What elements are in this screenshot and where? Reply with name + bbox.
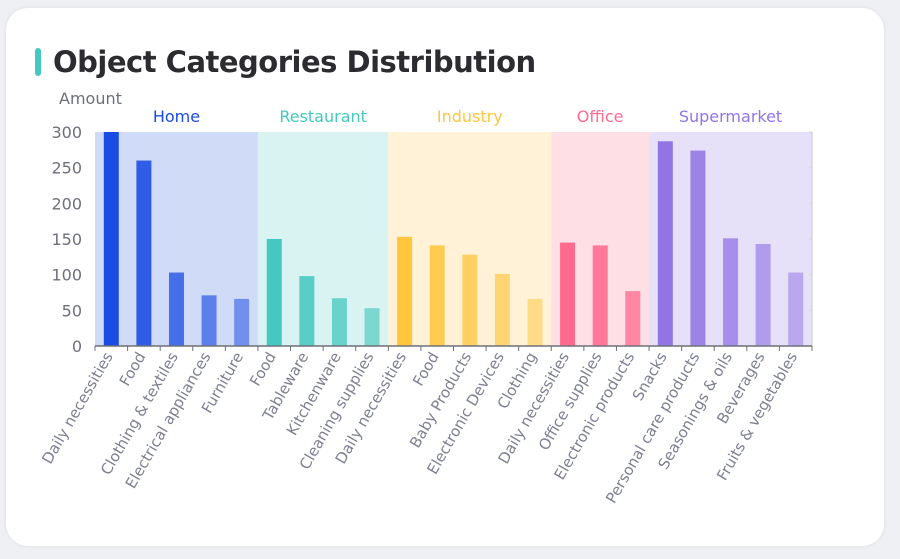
bar[interactable]: [103, 132, 119, 346]
bar[interactable]: [331, 298, 347, 346]
x-tick-label: Daily necessities: [38, 349, 117, 467]
bar[interactable]: [657, 141, 673, 346]
chart-title: Object Categories Distribution: [53, 45, 536, 79]
bar[interactable]: [723, 238, 739, 346]
bar[interactable]: [462, 254, 478, 346]
bar[interactable]: [266, 239, 282, 346]
group-label: Home: [153, 107, 200, 126]
bar[interactable]: [788, 272, 804, 346]
bar[interactable]: [690, 150, 706, 346]
title-accent-bar: [35, 48, 41, 76]
bar[interactable]: [494, 273, 510, 346]
bar[interactable]: [625, 291, 641, 346]
bar[interactable]: [234, 298, 250, 346]
bar[interactable]: [527, 298, 543, 346]
bar[interactable]: [299, 276, 315, 346]
group-label: Supermarket: [679, 107, 782, 126]
y-axis-label: Amount: [59, 89, 122, 108]
bar[interactable]: [560, 242, 576, 346]
bar[interactable]: [429, 245, 445, 346]
bar[interactable]: [364, 308, 380, 346]
y-tick-label: 50: [62, 301, 82, 320]
bar[interactable]: [592, 245, 608, 346]
x-tick-label: Food: [246, 349, 280, 389]
bar[interactable]: [201, 295, 217, 346]
x-tick-label: Food: [409, 349, 443, 389]
y-tick-label: 300: [51, 123, 82, 142]
bar[interactable]: [397, 236, 413, 346]
y-tick-label: 250: [51, 159, 82, 178]
y-tick-label: 200: [51, 194, 82, 213]
y-tick-label: 0: [72, 337, 82, 356]
y-tick-label: 100: [51, 266, 82, 285]
bar[interactable]: [755, 243, 771, 346]
group-label: Industry: [437, 107, 503, 126]
y-tick-label: 150: [51, 230, 82, 249]
group-label: Office: [577, 107, 624, 126]
bar[interactable]: [168, 272, 184, 346]
x-tick-label: Food: [116, 349, 150, 389]
bar[interactable]: [136, 160, 152, 346]
group-label: Restaurant: [279, 107, 367, 126]
